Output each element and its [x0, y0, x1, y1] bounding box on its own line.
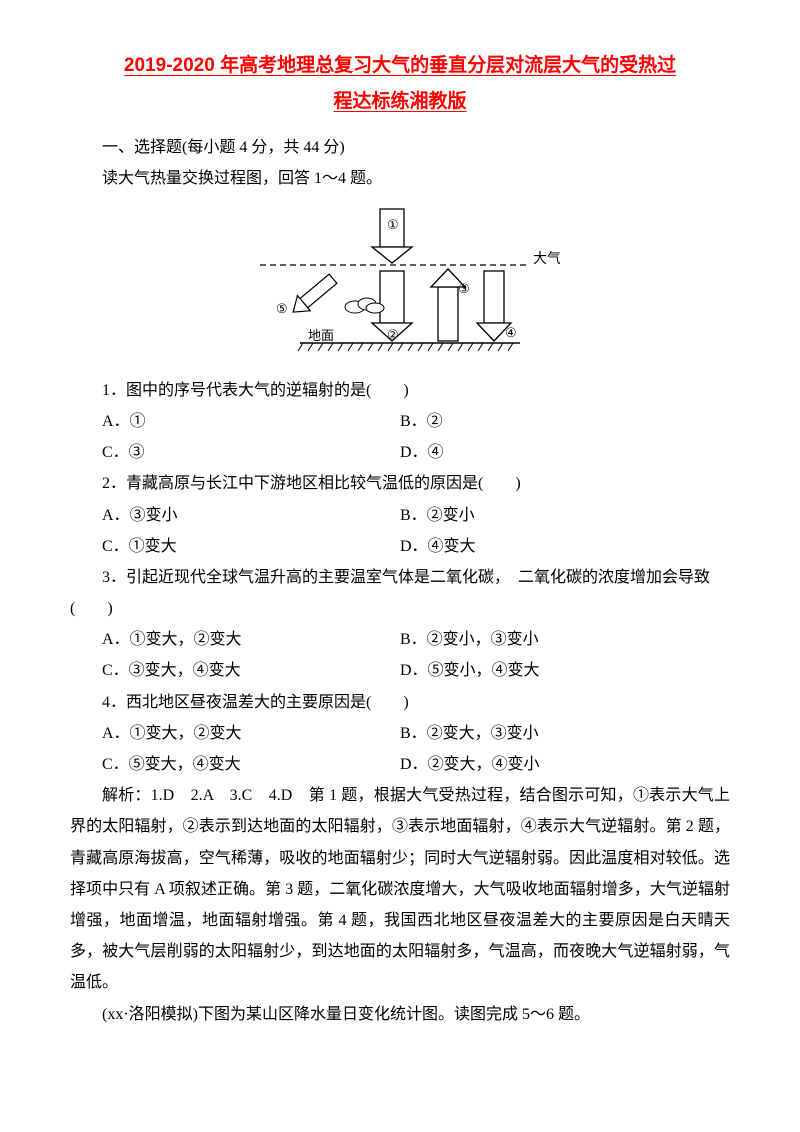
intro-2: (xx·洛阳模拟)下图为某山区降水量日变化统计图。读图完成 5～6 题。: [70, 999, 730, 1030]
q1-opt-b: B．②: [400, 406, 730, 437]
svg-text:④: ④: [505, 325, 517, 340]
q2-opt-d: D．④变大: [400, 531, 730, 562]
q2-opt-b: B．②变小: [400, 500, 730, 531]
q4-opt-b: B．②变大，③变小: [400, 718, 730, 749]
q3-row2: C．③变大，④变大 D．⑤变小，④变大: [70, 655, 730, 686]
explanation: 解析：1.D 2.A 3.C 4.D 第 1 题，根据大气受热过程，结合图示可知…: [70, 780, 730, 998]
heat-exchange-diagram: 大气上界 地面 ① ②: [70, 203, 730, 369]
q4: 4．西北地区昼夜温差大的主要原因是( ): [70, 687, 730, 718]
q3-opt-b: B．②变小，③变小: [400, 624, 730, 655]
cloud-icon: [345, 298, 384, 313]
label-bottom: 地面: [308, 328, 334, 343]
q2-opt-a: A．③变小: [70, 500, 400, 531]
label-top: 大气上界: [533, 251, 560, 267]
arrow-5: [287, 271, 340, 320]
q2-opt-c: C．①变大: [70, 531, 400, 562]
title-l2: 程达标练湘教版: [333, 91, 466, 112]
q1-row2: C．③ D．④: [70, 437, 730, 468]
arrow-3: ③: [431, 269, 470, 341]
svg-text:②: ②: [387, 327, 399, 342]
label-5: ⑤: [276, 301, 288, 316]
q1-row1: A．① B．②: [70, 406, 730, 437]
q1-opt-a: A．①: [70, 406, 400, 437]
intro-1: 读大气热量交换过程图，回答 1～4 题。: [70, 163, 730, 194]
q1-opt-c: C．③: [70, 437, 400, 468]
q4-row2: C．⑤变大，④变大 D．②变大，④变小: [70, 749, 730, 780]
q3-opt-d: D．⑤变小，④变大: [400, 655, 730, 686]
title-l1: 2019-2020 年高考地理总复习大气的垂直分层对流层大气的受热过: [124, 55, 676, 76]
q1-opt-d: D．④: [400, 437, 730, 468]
doc-title: 2019-2020 年高考地理总复习大气的垂直分层对流层大气的受热过 程达标练湘…: [70, 48, 730, 120]
svg-text:③: ③: [458, 281, 470, 296]
svg-text:①: ①: [387, 217, 399, 232]
q3-row1: A．①变大，②变大 B．②变小，③变小: [70, 624, 730, 655]
q2-row2: C．①变大 D．④变大: [70, 531, 730, 562]
q3: 3．引起近现代全球气温升高的主要温室气体是二氧化碳， 二氧化碳的浓度增加会导致(…: [70, 562, 730, 624]
q3-opt-a: A．①变大，②变大: [70, 624, 400, 655]
q2-row1: A．③变小 B．②变小: [70, 500, 730, 531]
q4-row1: A．①变大，②变大 B．②变大，③变小: [70, 718, 730, 749]
arrow-1: ①: [372, 209, 412, 263]
q4-opt-d: D．②变大，④变小: [400, 749, 730, 780]
q1: 1．图中的序号代表大气的逆辐射的是( ): [70, 375, 730, 406]
arrow-4: ④: [477, 271, 517, 341]
q2: 2．青藏高原与长江中下游地区相比较气温低的原因是( ): [70, 468, 730, 499]
section-heading: 一、选择题(每小题 4 分，共 44 分): [70, 132, 730, 163]
q3-opt-c: C．③变大，④变大: [70, 655, 400, 686]
q4-opt-a: A．①变大，②变大: [70, 718, 400, 749]
q4-opt-c: C．⑤变大，④变大: [70, 749, 400, 780]
